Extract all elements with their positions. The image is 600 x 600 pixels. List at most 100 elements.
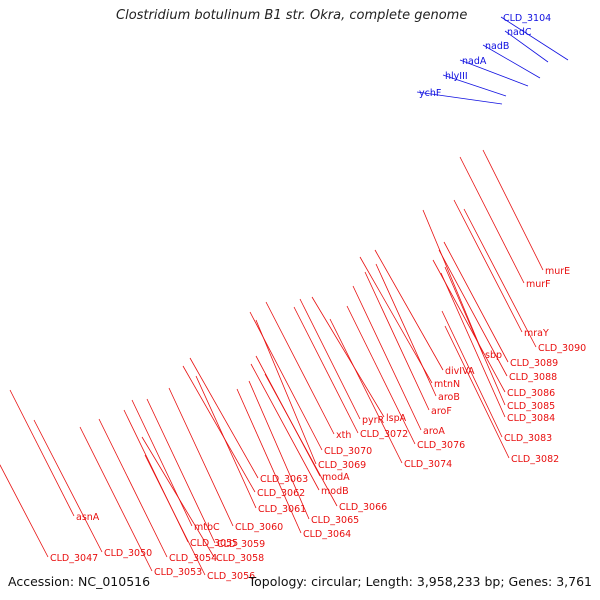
label-leader [33,419,103,553]
label-leader [463,208,537,348]
label-leader [442,74,507,97]
gene-label[interactable]: hlyIII [445,71,468,82]
gene-label[interactable]: nadC [507,27,532,38]
gene-label[interactable]: CLD_3055 [190,538,238,549]
label-leader [144,454,206,576]
gene-label[interactable]: CLD_3085 [507,401,555,412]
gene-label[interactable]: lspA [386,413,407,424]
gene-label[interactable]: CLD_3104 [503,13,551,24]
gene-label[interactable]: CLD_3061 [258,504,306,515]
label-leader [453,199,523,333]
gene-label[interactable]: sbp [485,350,502,361]
gene-label[interactable]: CLD_3066 [339,502,387,513]
label-leader [189,357,259,479]
label-leader [359,256,433,384]
label-leader [459,156,525,284]
label-leaders [0,16,569,576]
label-leader [441,310,503,438]
gene-label[interactable]: CLD_3050 [104,548,152,559]
gene-label[interactable]: CLD_3083 [504,433,552,444]
label-leader [236,388,302,534]
label-leader [416,91,503,105]
map-title: Clostridium botulinum B1 str. Okra, comp… [116,8,468,23]
gene-label[interactable]: CLD_3062 [257,488,305,499]
gene-label[interactable]: CLD_3090 [538,343,586,354]
gene-label[interactable]: CLD_3059 [217,539,265,550]
label-leader [299,298,361,420]
label-leader [459,59,529,87]
label-leader [79,426,153,572]
label-leader [98,418,168,558]
label-leader [311,296,385,418]
gene-label[interactable]: pyrR [362,415,385,426]
label-leader [250,363,320,491]
gene-label[interactable]: modB [321,486,349,497]
label-leader [482,44,541,79]
gene-label[interactable]: CLD_3089 [510,358,558,369]
gene-label[interactable]: mtnN [434,379,460,390]
label-leader [438,249,508,377]
gene-label[interactable]: CLD_3084 [507,413,555,424]
label-leader [255,319,317,465]
label-leader [374,249,444,371]
gene-label[interactable]: CLD_3076 [417,440,465,451]
gene-label[interactable]: CLD_3070 [324,446,372,457]
gene-label[interactable]: divIVA [445,366,475,377]
gene-label[interactable]: CLD_3053 [154,567,202,578]
label-leader [443,241,509,363]
gene-label[interactable]: asnA [76,512,100,523]
gene-label[interactable]: CLD_3065 [311,515,359,526]
gene-label[interactable]: CLD_3074 [404,459,452,470]
label-leader [293,306,359,434]
label-leader [422,209,484,355]
label-leader [504,30,549,63]
label-leader [9,389,75,517]
gene-label[interactable]: aroA [423,426,445,437]
label-leader [182,365,256,493]
gene-label[interactable]: CLD_3069 [318,460,366,471]
gene-label[interactable]: CLD_3056 [207,571,255,582]
label-leader [440,272,506,418]
gene-labels: CLD_3104 nadC nadB nadA hlyIII ychF murE murF mr… [50,13,586,582]
gene-label[interactable]: murF [526,279,551,290]
gene-label[interactable]: CLD_3082 [511,454,559,465]
label-leader [146,398,216,544]
gene-label[interactable]: CLD_3064 [303,529,351,540]
label-leader [364,271,430,411]
label-leader [346,305,416,445]
gene-label[interactable]: xth [336,430,351,441]
label-leader [329,318,403,464]
gene-label[interactable]: mtbC [194,522,220,533]
label-leader [500,16,569,61]
label-leader [264,373,338,507]
label-leader [131,399,193,527]
gene-label[interactable]: CLD_3072 [360,429,408,440]
label-leader [444,266,506,406]
label-leader [168,387,234,527]
label-leader [265,301,335,435]
label-leader [195,375,257,509]
gene-label[interactable]: nadB [485,41,509,52]
accession-text: Accession: NC_010516 [8,574,151,589]
gene-label[interactable]: aroF [431,406,452,417]
gene-label[interactable]: CLD_3063 [260,474,308,485]
gene-label[interactable]: nadA [462,56,487,67]
gene-label[interactable]: mraY [524,328,549,339]
gene-label[interactable]: CLD_3086 [507,388,555,399]
label-leader [375,263,437,397]
gene-label[interactable]: CLD_3088 [509,372,557,383]
label-leader [0,464,49,558]
gene-label[interactable]: modA [322,472,350,483]
label-leader [444,325,510,459]
gene-label[interactable]: CLD_3047 [50,553,98,564]
genome-summary: Topology: circular; Length: 3,958,233 bp… [248,574,592,589]
gene-label[interactable]: CLD_3058 [216,553,264,564]
gene-label[interactable]: CLD_3060 [235,522,283,533]
gene-label[interactable]: murE [545,266,570,277]
label-leader [352,285,422,431]
gene-label[interactable]: ychF [419,88,441,99]
gene-label[interactable]: CLD_3054 [169,553,217,564]
gene-label[interactable]: aroB [438,392,460,403]
